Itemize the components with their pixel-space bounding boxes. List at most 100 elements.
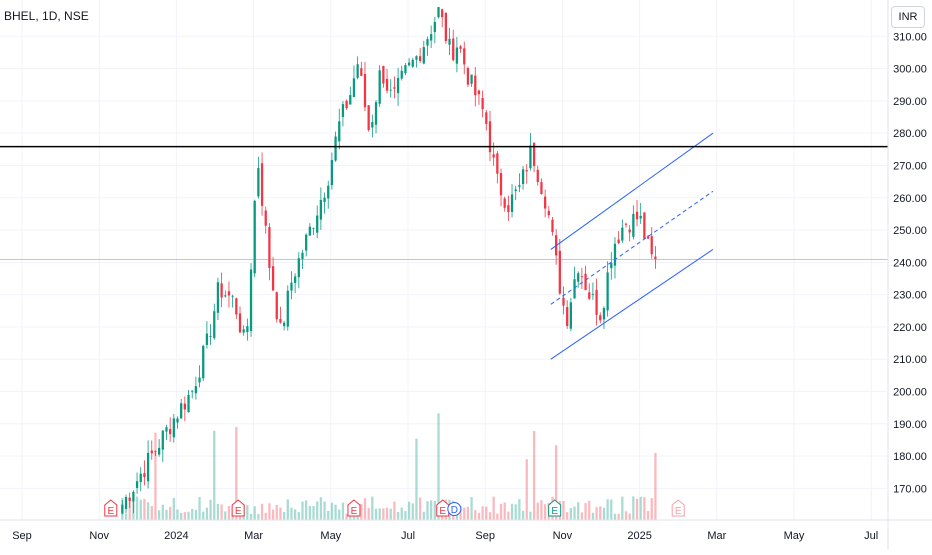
volume-bar [389,508,392,520]
candle-body [146,452,150,482]
volume-bar [183,512,186,520]
candle-body [547,210,550,216]
candle-body [396,77,400,94]
volume-bar [588,500,591,520]
volume-bar [282,511,286,520]
candle-body [525,170,528,172]
earnings-marker-icon [104,499,118,517]
volume-bar [591,512,595,520]
candle-body [352,78,356,98]
candle-body [503,198,506,208]
volume-bar [135,496,139,520]
volume-bar [540,500,543,520]
y-tick-label: 170.00 [893,483,927,495]
volume-bar [569,508,572,520]
earnings-marker-letter: E [551,506,558,517]
volume-bar [224,511,227,520]
candle-body [323,197,326,202]
symbol-label: BHEL, 1D, NSE [4,9,89,23]
candle-body [220,283,223,298]
volume-bar [290,507,293,520]
volume-bar [286,499,289,520]
candle-body [154,451,157,452]
candle-body [532,142,536,166]
candle-body [411,59,414,67]
candle-body [345,100,348,109]
dividend-marker-letter: D [451,505,458,516]
volume-bar [396,511,400,520]
earnings-marker-icon [231,499,245,517]
volume-bar [555,445,558,520]
candle-body [654,256,657,260]
volume-bar [518,499,521,520]
candle-body [367,105,370,131]
volume-bar [257,513,260,520]
candle-body [183,403,186,410]
candle-body [121,504,124,514]
volume-bar [430,500,433,520]
y-tick-label: 230.00 [893,290,927,302]
volume-bar [632,496,635,520]
volume-bar [613,513,617,520]
candle-body [194,386,198,394]
x-tick-label: 2025 [627,530,651,542]
candle-body [279,318,282,323]
volume-bar [437,413,440,520]
currency-selector[interactable]: INR [891,6,925,28]
candle-body [650,236,653,255]
candle-body [327,185,330,199]
candle-body [602,308,606,320]
volume-bar [621,496,624,520]
volume-bar [639,496,642,520]
candle-body [518,185,521,187]
volume-bar [323,501,326,520]
candle-body [294,276,297,283]
candle-body [308,226,311,236]
candle-body [268,226,271,268]
volume-bar [327,510,330,520]
candle-body [474,75,477,96]
volume-bar [165,509,168,520]
y-tick-label: 240.00 [893,257,927,269]
candle-body [165,427,168,432]
candle-body [632,213,635,237]
candle-body [617,239,620,244]
y-tick-label: 250.00 [893,225,927,237]
volume-bar [529,511,532,520]
volume-bar [235,427,238,520]
volume-bar [521,510,525,520]
candle-body [613,243,617,266]
candle-body [389,89,392,91]
candle-body [224,295,227,297]
candle-body [573,279,576,299]
volume-bar [488,512,492,520]
candle-body [481,97,484,110]
volume-bar [371,496,374,520]
volume-bar [246,505,249,520]
volume-bar [481,506,484,520]
volume-bar [341,502,345,520]
volume-bar [411,503,414,520]
volume-bar [191,508,194,520]
candle-body [242,329,245,333]
candle-body [470,74,473,84]
volume-bar [599,506,602,520]
candle-body [213,311,216,339]
candle-body [363,74,367,108]
candle-body [360,68,363,76]
candle-body [488,121,492,153]
volume-bar [176,509,179,520]
candle-body [599,315,602,321]
volume-bar [279,507,282,520]
candle-body [459,46,462,49]
volume-bar [382,508,385,520]
volume-bar [172,497,175,520]
candle-body [507,205,510,213]
candle-body [415,56,418,60]
candle-body [312,228,315,229]
volume-bar [139,499,142,520]
volume-bar [187,511,190,520]
volume-bar [360,503,363,520]
